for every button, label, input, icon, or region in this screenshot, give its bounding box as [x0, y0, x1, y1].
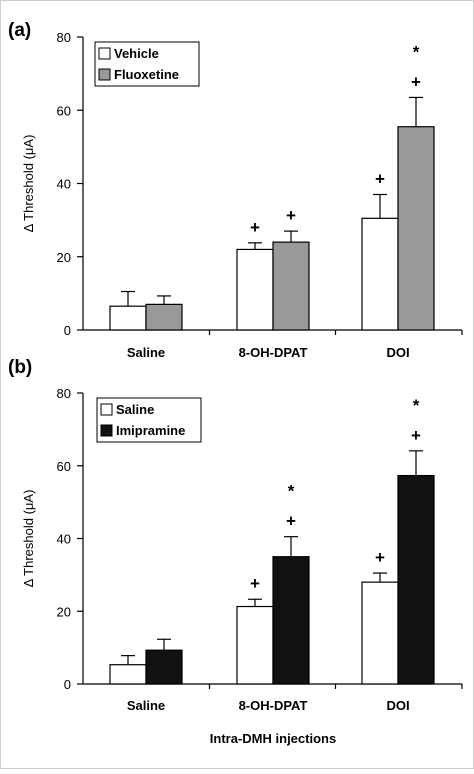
significance-plus: + — [250, 574, 260, 593]
significance-star: * — [413, 42, 420, 61]
significance-plus: + — [286, 206, 296, 225]
bar-vehicle — [236, 248, 274, 331]
bar-vehicle — [109, 305, 147, 331]
bar-fluoxetine — [272, 241, 310, 331]
x-category-label: Saline — [127, 345, 165, 360]
y-tick-label: 40 — [57, 177, 71, 192]
significance-star: * — [288, 482, 295, 501]
y-tick-label: 60 — [57, 459, 71, 474]
x-category-label: DOI — [386, 698, 409, 713]
panel-label: (b) — [8, 357, 32, 378]
x-category-label: Saline — [127, 698, 165, 713]
legend-box — [96, 397, 202, 443]
panel-label: (a) — [8, 20, 31, 41]
y-tick-label: 0 — [64, 677, 71, 692]
x-category-label: DOI — [386, 345, 409, 360]
significance-plus: + — [375, 169, 385, 188]
bar-imipramine — [397, 474, 435, 685]
y-tick-label: 80 — [57, 30, 71, 45]
x-category-label: 8-OH-DPAT — [239, 345, 308, 360]
y-tick-label: 80 — [57, 386, 71, 401]
bar-fluoxetine — [145, 303, 183, 331]
y-tick-label: 20 — [57, 250, 71, 265]
significance-plus: + — [411, 72, 421, 91]
chart-panel-1: (a) 0 20 40 60 80 Saline 8-OH-DPAT DOI Δ Threshol… — [8, 20, 463, 360]
bar-vehicle — [361, 217, 399, 331]
legend-label: Imipramine — [116, 423, 185, 438]
legend-swatch — [100, 424, 113, 437]
chart-panel-2: (b) 0 20 40 60 80 Saline 8-OH-DPAT DOI Δ Threshol… — [8, 357, 463, 746]
legend-swatch — [100, 403, 113, 416]
significance-star: * — [413, 396, 420, 415]
significance-plus: + — [411, 426, 421, 445]
bar-saline — [361, 581, 399, 685]
bar-fluoxetine — [397, 126, 435, 331]
bar-saline — [109, 664, 147, 685]
bar-saline — [236, 605, 274, 685]
y-tick-label: 0 — [64, 323, 71, 338]
significance-plus: + — [286, 512, 296, 531]
bar-imipramine — [272, 556, 310, 685]
legend: Vehicle Fluoxetine — [94, 41, 200, 87]
legend-label: Saline — [116, 402, 154, 417]
y-tick-label: 60 — [57, 103, 71, 118]
x-axis-title: Intra-DMH injections — [210, 731, 336, 746]
bar-imipramine — [145, 649, 183, 685]
x-category-label: 8-OH-DPAT — [239, 698, 308, 713]
significance-plus: + — [375, 548, 385, 567]
legend-swatch — [98, 47, 111, 60]
legend-box — [94, 41, 200, 87]
legend-label: Fluoxetine — [114, 67, 179, 82]
y-axis-label: Δ Threshold (μA) — [21, 135, 36, 233]
legend-swatch — [98, 68, 111, 81]
legend: Saline Imipramine — [96, 397, 202, 443]
y-tick-label: 20 — [57, 604, 71, 619]
significance-plus: + — [250, 218, 260, 237]
y-axis-label: Δ Threshold (μA) — [21, 490, 36, 588]
legend-label: Vehicle — [114, 46, 159, 61]
y-tick-label: 40 — [57, 532, 71, 547]
